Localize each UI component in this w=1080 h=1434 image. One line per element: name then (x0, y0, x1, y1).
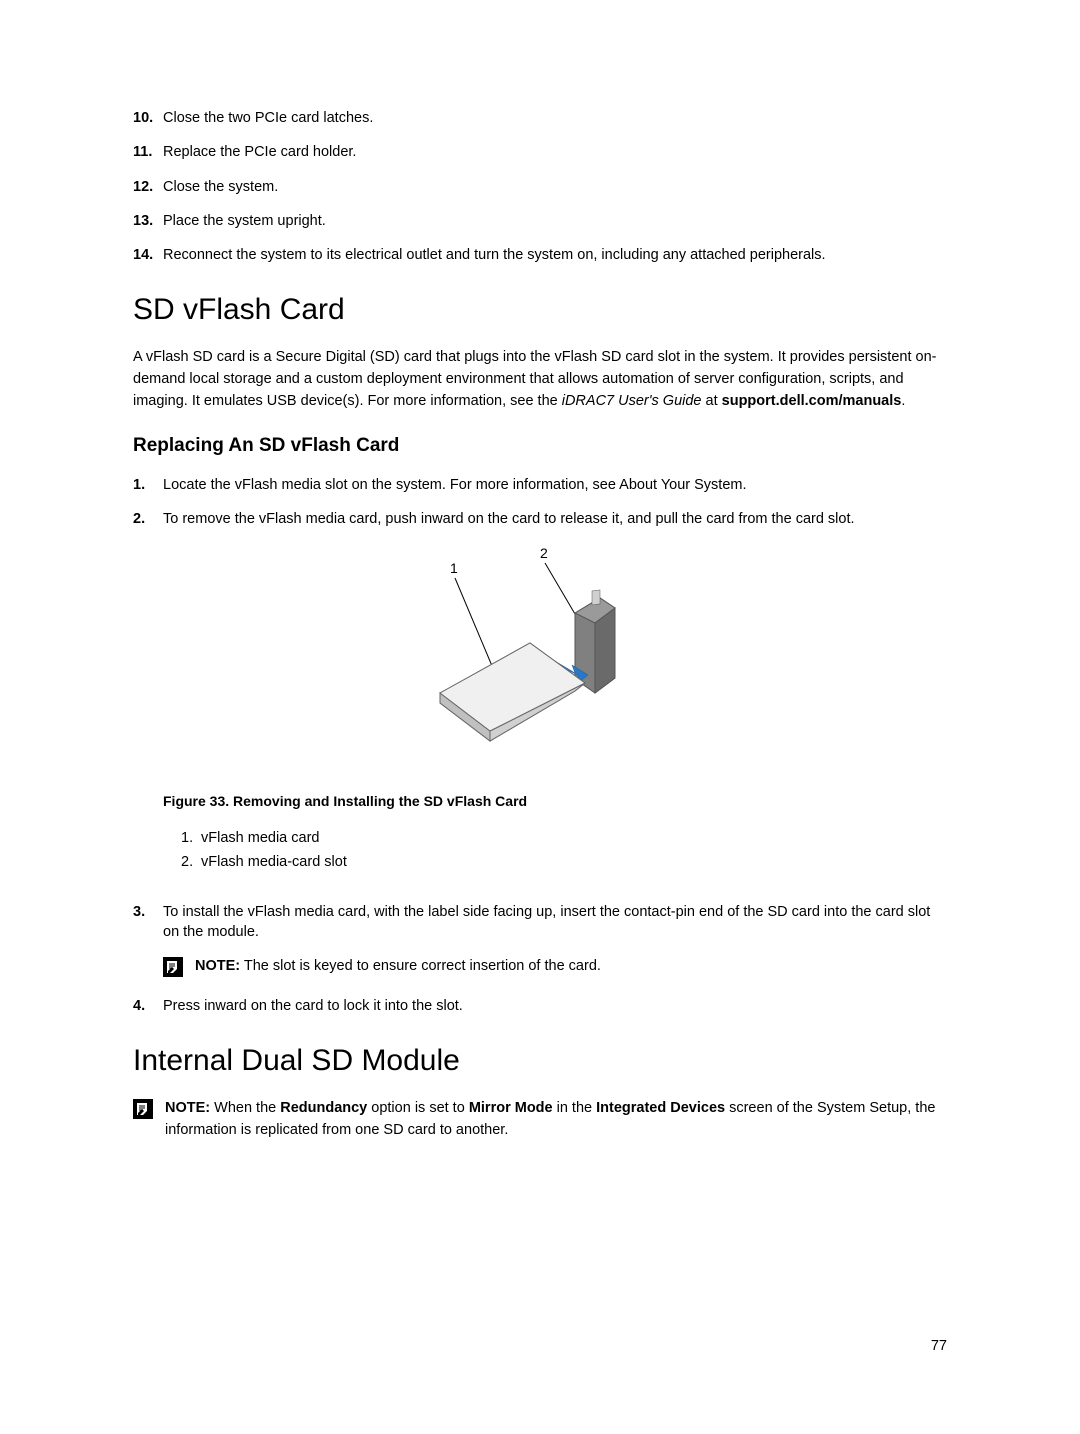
section-paragraph: A vFlash SD card is a Secure Digital (SD… (133, 347, 947, 412)
para-text: at (702, 393, 722, 409)
sublist-number: 1. (181, 827, 201, 850)
subsection-heading-replacing: Replacing An SD vFlash Card (133, 435, 947, 457)
sublist-item: 2. vFlash media-card slot (181, 851, 947, 874)
list-item: 4. Press inward on the card to lock it i… (133, 996, 947, 1016)
note-bold: Redundancy (280, 1100, 367, 1116)
steps-list-b: 3. To install the vFlash media card, wit… (133, 902, 947, 943)
figure-sublist: 1. vFlash media card 2. vFlash media-car… (181, 827, 947, 873)
callout-label-2: 2 (540, 545, 548, 561)
section-heading-internal-dual-sd: Internal Dual SD Module (133, 1044, 947, 1078)
list-text: Place the system upright. (163, 211, 947, 231)
list-item: 13. Place the system upright. (133, 211, 947, 231)
figure-sd-vflash-diagram: 1 2 (400, 543, 680, 773)
list-number: 13. (133, 211, 163, 231)
callout-line-1 (455, 578, 495, 673)
card-shape (440, 643, 585, 741)
list-item: 12. Close the system. (133, 177, 947, 197)
note-bold: Mirror Mode (469, 1100, 553, 1116)
list-text: Close the two PCIe card latches. (163, 108, 947, 128)
note-icon (133, 1099, 153, 1119)
figure-caption: Figure 33. Removing and Installing the S… (163, 793, 947, 809)
section-heading-sd-vflash: SD vFlash Card (133, 293, 947, 327)
steps-list-c: 4. Press inward on the card to lock it i… (133, 996, 947, 1016)
page-number: 77 (931, 1338, 947, 1354)
note-body: option is set to (367, 1100, 469, 1116)
note-body: When the (210, 1100, 280, 1116)
list-number: 14. (133, 245, 163, 265)
para-bold: support.dell.com/manuals (722, 393, 902, 409)
list-text: Press inward on the card to lock it into… (163, 996, 947, 1016)
list-number: 3. (133, 902, 163, 943)
sublist-number: 2. (181, 851, 201, 874)
list-text: To install the vFlash media card, with t… (163, 902, 947, 943)
figure-container: 1 2 (133, 543, 947, 773)
list-item: 10. Close the two PCIe card latches. (133, 108, 947, 128)
note-text: NOTE: The slot is keyed to ensure correc… (195, 956, 601, 978)
list-item: 2. To remove the vFlash media card, push… (133, 509, 947, 529)
sublist-text: vFlash media-card slot (201, 851, 347, 874)
list-number: 10. (133, 108, 163, 128)
steps-list-top: 10. Close the two PCIe card latches. 11.… (133, 108, 947, 265)
list-text: To remove the vFlash media card, push in… (163, 509, 947, 529)
note-label: NOTE: (165, 1100, 210, 1116)
list-number: 2. (133, 509, 163, 529)
list-item: 1. Locate the vFlash media slot on the s… (133, 475, 947, 495)
note-body: in the (553, 1100, 597, 1116)
list-item: 3. To install the vFlash media card, wit… (133, 902, 947, 943)
list-text: Close the system. (163, 177, 947, 197)
note-text: NOTE: When the Redundancy option is set … (165, 1098, 947, 1142)
note-label: NOTE: (195, 958, 240, 974)
note-block: NOTE: The slot is keyed to ensure correc… (163, 956, 947, 978)
list-number: 12. (133, 177, 163, 197)
note-icon (163, 957, 183, 977)
list-number: 11. (133, 142, 163, 162)
note-body: The slot is keyed to ensure correct inse… (240, 958, 601, 974)
para-italic: iDRAC7 User's Guide (562, 393, 702, 409)
list-text: Locate the vFlash media slot on the syst… (163, 475, 947, 495)
list-item: 14. Reconnect the system to its electric… (133, 245, 947, 265)
note-block: NOTE: When the Redundancy option is set … (133, 1098, 947, 1142)
list-text: Reconnect the system to its electrical o… (163, 245, 947, 265)
list-text: Replace the PCIe card holder. (163, 142, 947, 162)
para-text: . (901, 393, 905, 409)
note-bold: Integrated Devices (596, 1100, 725, 1116)
callout-label-1: 1 (450, 560, 458, 576)
sublist-item: 1. vFlash media card (181, 827, 947, 850)
sublist-text: vFlash media card (201, 827, 319, 850)
list-number: 1. (133, 475, 163, 495)
list-number: 4. (133, 996, 163, 1016)
steps-list-a: 1. Locate the vFlash media slot on the s… (133, 475, 947, 530)
list-item: 11. Replace the PCIe card holder. (133, 142, 947, 162)
